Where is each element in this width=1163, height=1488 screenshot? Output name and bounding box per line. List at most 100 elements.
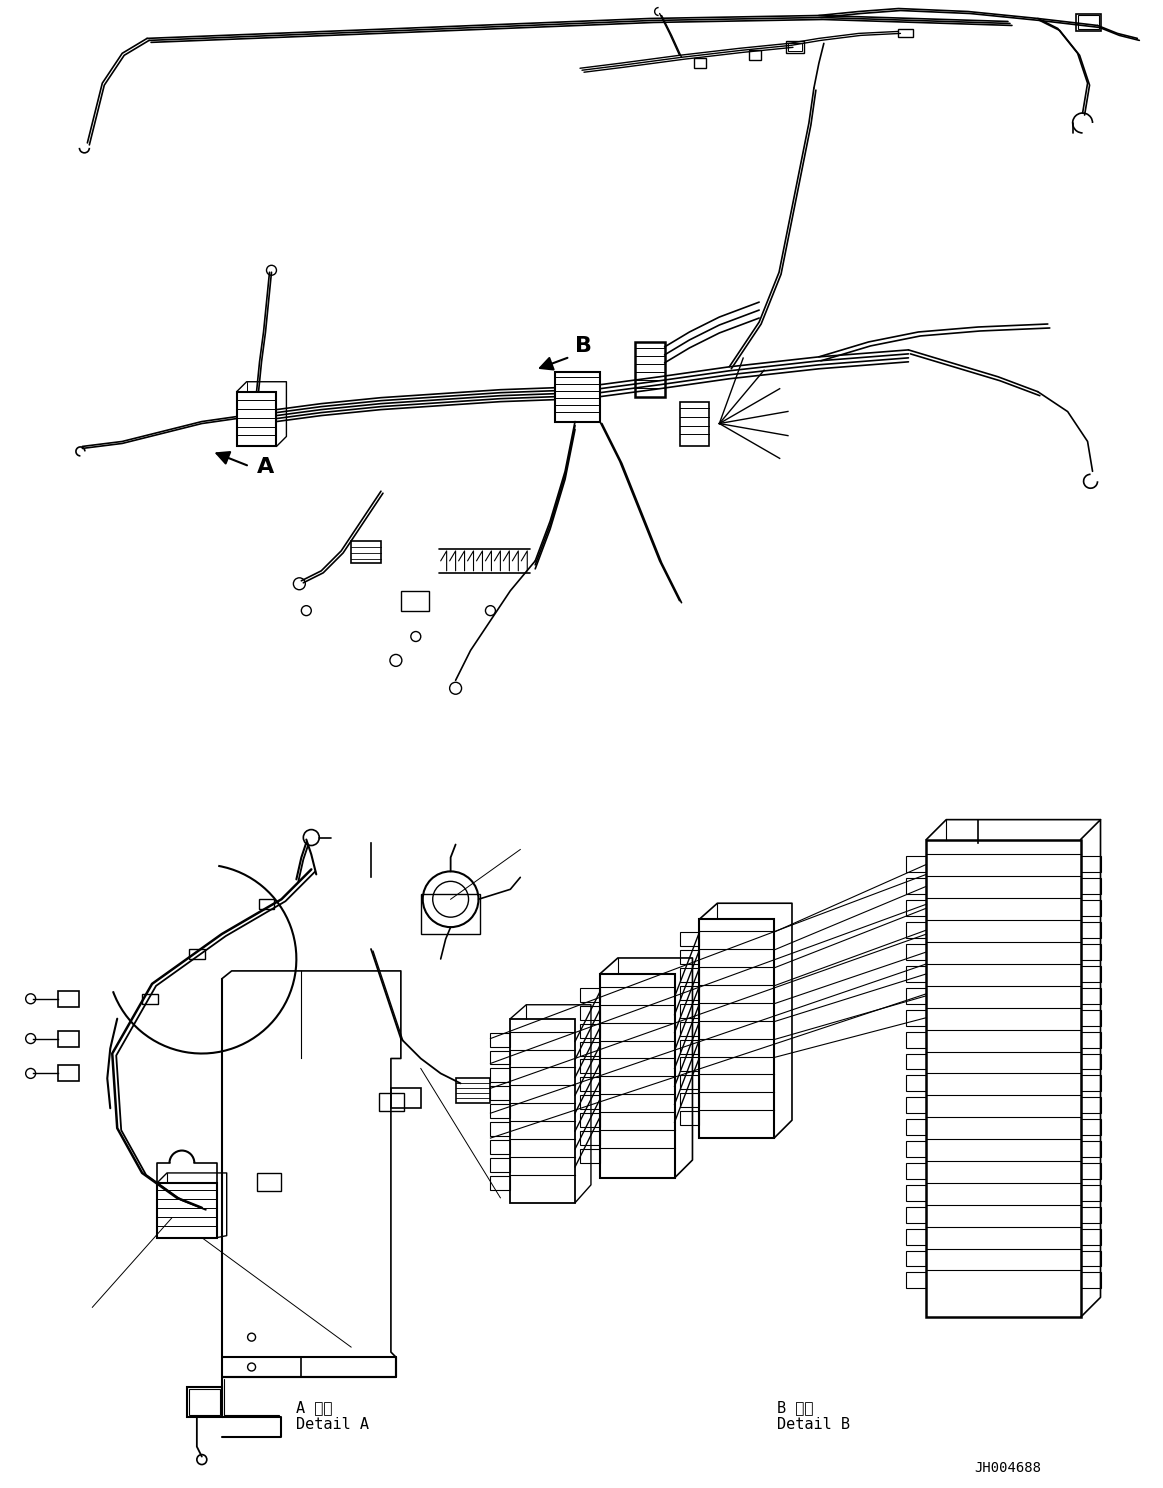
Bar xyxy=(679,402,709,446)
Bar xyxy=(906,1097,927,1113)
Bar xyxy=(580,988,600,1001)
Bar xyxy=(786,42,804,54)
Bar xyxy=(600,975,675,1178)
Bar xyxy=(749,51,761,61)
Bar xyxy=(1076,13,1100,31)
Bar xyxy=(906,1272,927,1289)
Bar xyxy=(789,43,802,51)
Bar xyxy=(491,1122,511,1137)
Bar xyxy=(1080,943,1100,960)
Bar xyxy=(906,857,927,872)
Bar xyxy=(906,1250,927,1266)
Bar xyxy=(555,372,600,421)
Bar xyxy=(906,1076,927,1091)
Bar xyxy=(927,839,1080,1317)
Bar xyxy=(1078,15,1099,30)
Bar xyxy=(679,949,699,964)
Bar xyxy=(635,342,664,397)
Bar xyxy=(580,1059,600,1073)
Text: A: A xyxy=(257,457,273,478)
Bar xyxy=(379,1094,404,1112)
Bar xyxy=(1080,1141,1100,1158)
Bar xyxy=(694,58,706,68)
Bar xyxy=(401,591,429,610)
Bar xyxy=(187,1387,222,1417)
Bar xyxy=(456,1079,491,1103)
Bar xyxy=(580,1024,600,1037)
Bar xyxy=(1080,878,1100,894)
Bar xyxy=(1080,1184,1100,1201)
Bar xyxy=(157,1183,216,1238)
Bar xyxy=(1080,1119,1100,1135)
Bar xyxy=(391,1088,421,1109)
Bar xyxy=(491,1051,511,1064)
Bar xyxy=(1080,857,1100,872)
Bar xyxy=(906,1141,927,1158)
Bar xyxy=(899,30,913,37)
Bar xyxy=(906,1229,927,1244)
Bar xyxy=(906,1010,927,1025)
Bar xyxy=(1080,1207,1100,1223)
Bar xyxy=(351,542,381,562)
Bar xyxy=(511,1019,575,1202)
Bar xyxy=(57,1031,79,1046)
Bar xyxy=(679,1112,699,1125)
Bar xyxy=(906,1119,927,1135)
Bar xyxy=(1080,1272,1100,1289)
Text: JH004688: JH004688 xyxy=(975,1461,1041,1475)
Bar xyxy=(679,1094,699,1107)
Bar xyxy=(1080,966,1100,982)
Bar xyxy=(580,1095,600,1109)
Bar xyxy=(580,1113,600,1128)
Bar xyxy=(1080,1054,1100,1070)
Bar xyxy=(1080,1097,1100,1113)
Bar xyxy=(421,894,480,934)
Bar xyxy=(679,1022,699,1036)
Bar xyxy=(1080,1164,1100,1178)
Bar xyxy=(906,966,927,982)
Bar xyxy=(142,994,158,1004)
Bar xyxy=(188,949,205,958)
Text: Detail A: Detail A xyxy=(297,1417,370,1431)
Bar xyxy=(257,1173,281,1190)
Bar xyxy=(906,1031,927,1048)
Bar xyxy=(1080,1229,1100,1244)
Bar xyxy=(188,1388,220,1415)
Bar xyxy=(1080,923,1100,937)
Bar xyxy=(580,1042,600,1055)
Bar xyxy=(258,899,274,909)
Bar xyxy=(679,987,699,1000)
Bar xyxy=(580,1131,600,1146)
Bar xyxy=(57,1065,79,1082)
Bar xyxy=(236,391,277,446)
Bar xyxy=(679,1058,699,1071)
Bar xyxy=(906,1164,927,1178)
Bar xyxy=(906,988,927,1004)
Bar xyxy=(57,991,79,1007)
Bar xyxy=(1080,1250,1100,1266)
Bar xyxy=(1080,900,1100,917)
Bar xyxy=(580,1149,600,1164)
Bar xyxy=(491,1158,511,1173)
Bar xyxy=(906,900,927,917)
Bar xyxy=(679,931,699,946)
Bar xyxy=(906,943,927,960)
Bar xyxy=(906,1054,927,1070)
Text: B 詳細: B 詳細 xyxy=(777,1400,814,1415)
Bar xyxy=(906,923,927,937)
Bar xyxy=(906,1207,927,1223)
Text: A 詳細: A 詳細 xyxy=(297,1400,333,1415)
Bar xyxy=(491,1104,511,1117)
Bar xyxy=(491,1033,511,1046)
Text: B: B xyxy=(575,336,592,356)
Bar xyxy=(491,1140,511,1155)
Bar xyxy=(580,1077,600,1091)
Bar xyxy=(1080,988,1100,1004)
Bar xyxy=(1080,1076,1100,1091)
Bar xyxy=(580,1006,600,1019)
Bar xyxy=(906,878,927,894)
Bar xyxy=(491,1176,511,1190)
Bar xyxy=(679,1040,699,1054)
Bar xyxy=(1080,1010,1100,1025)
Bar xyxy=(699,920,775,1138)
